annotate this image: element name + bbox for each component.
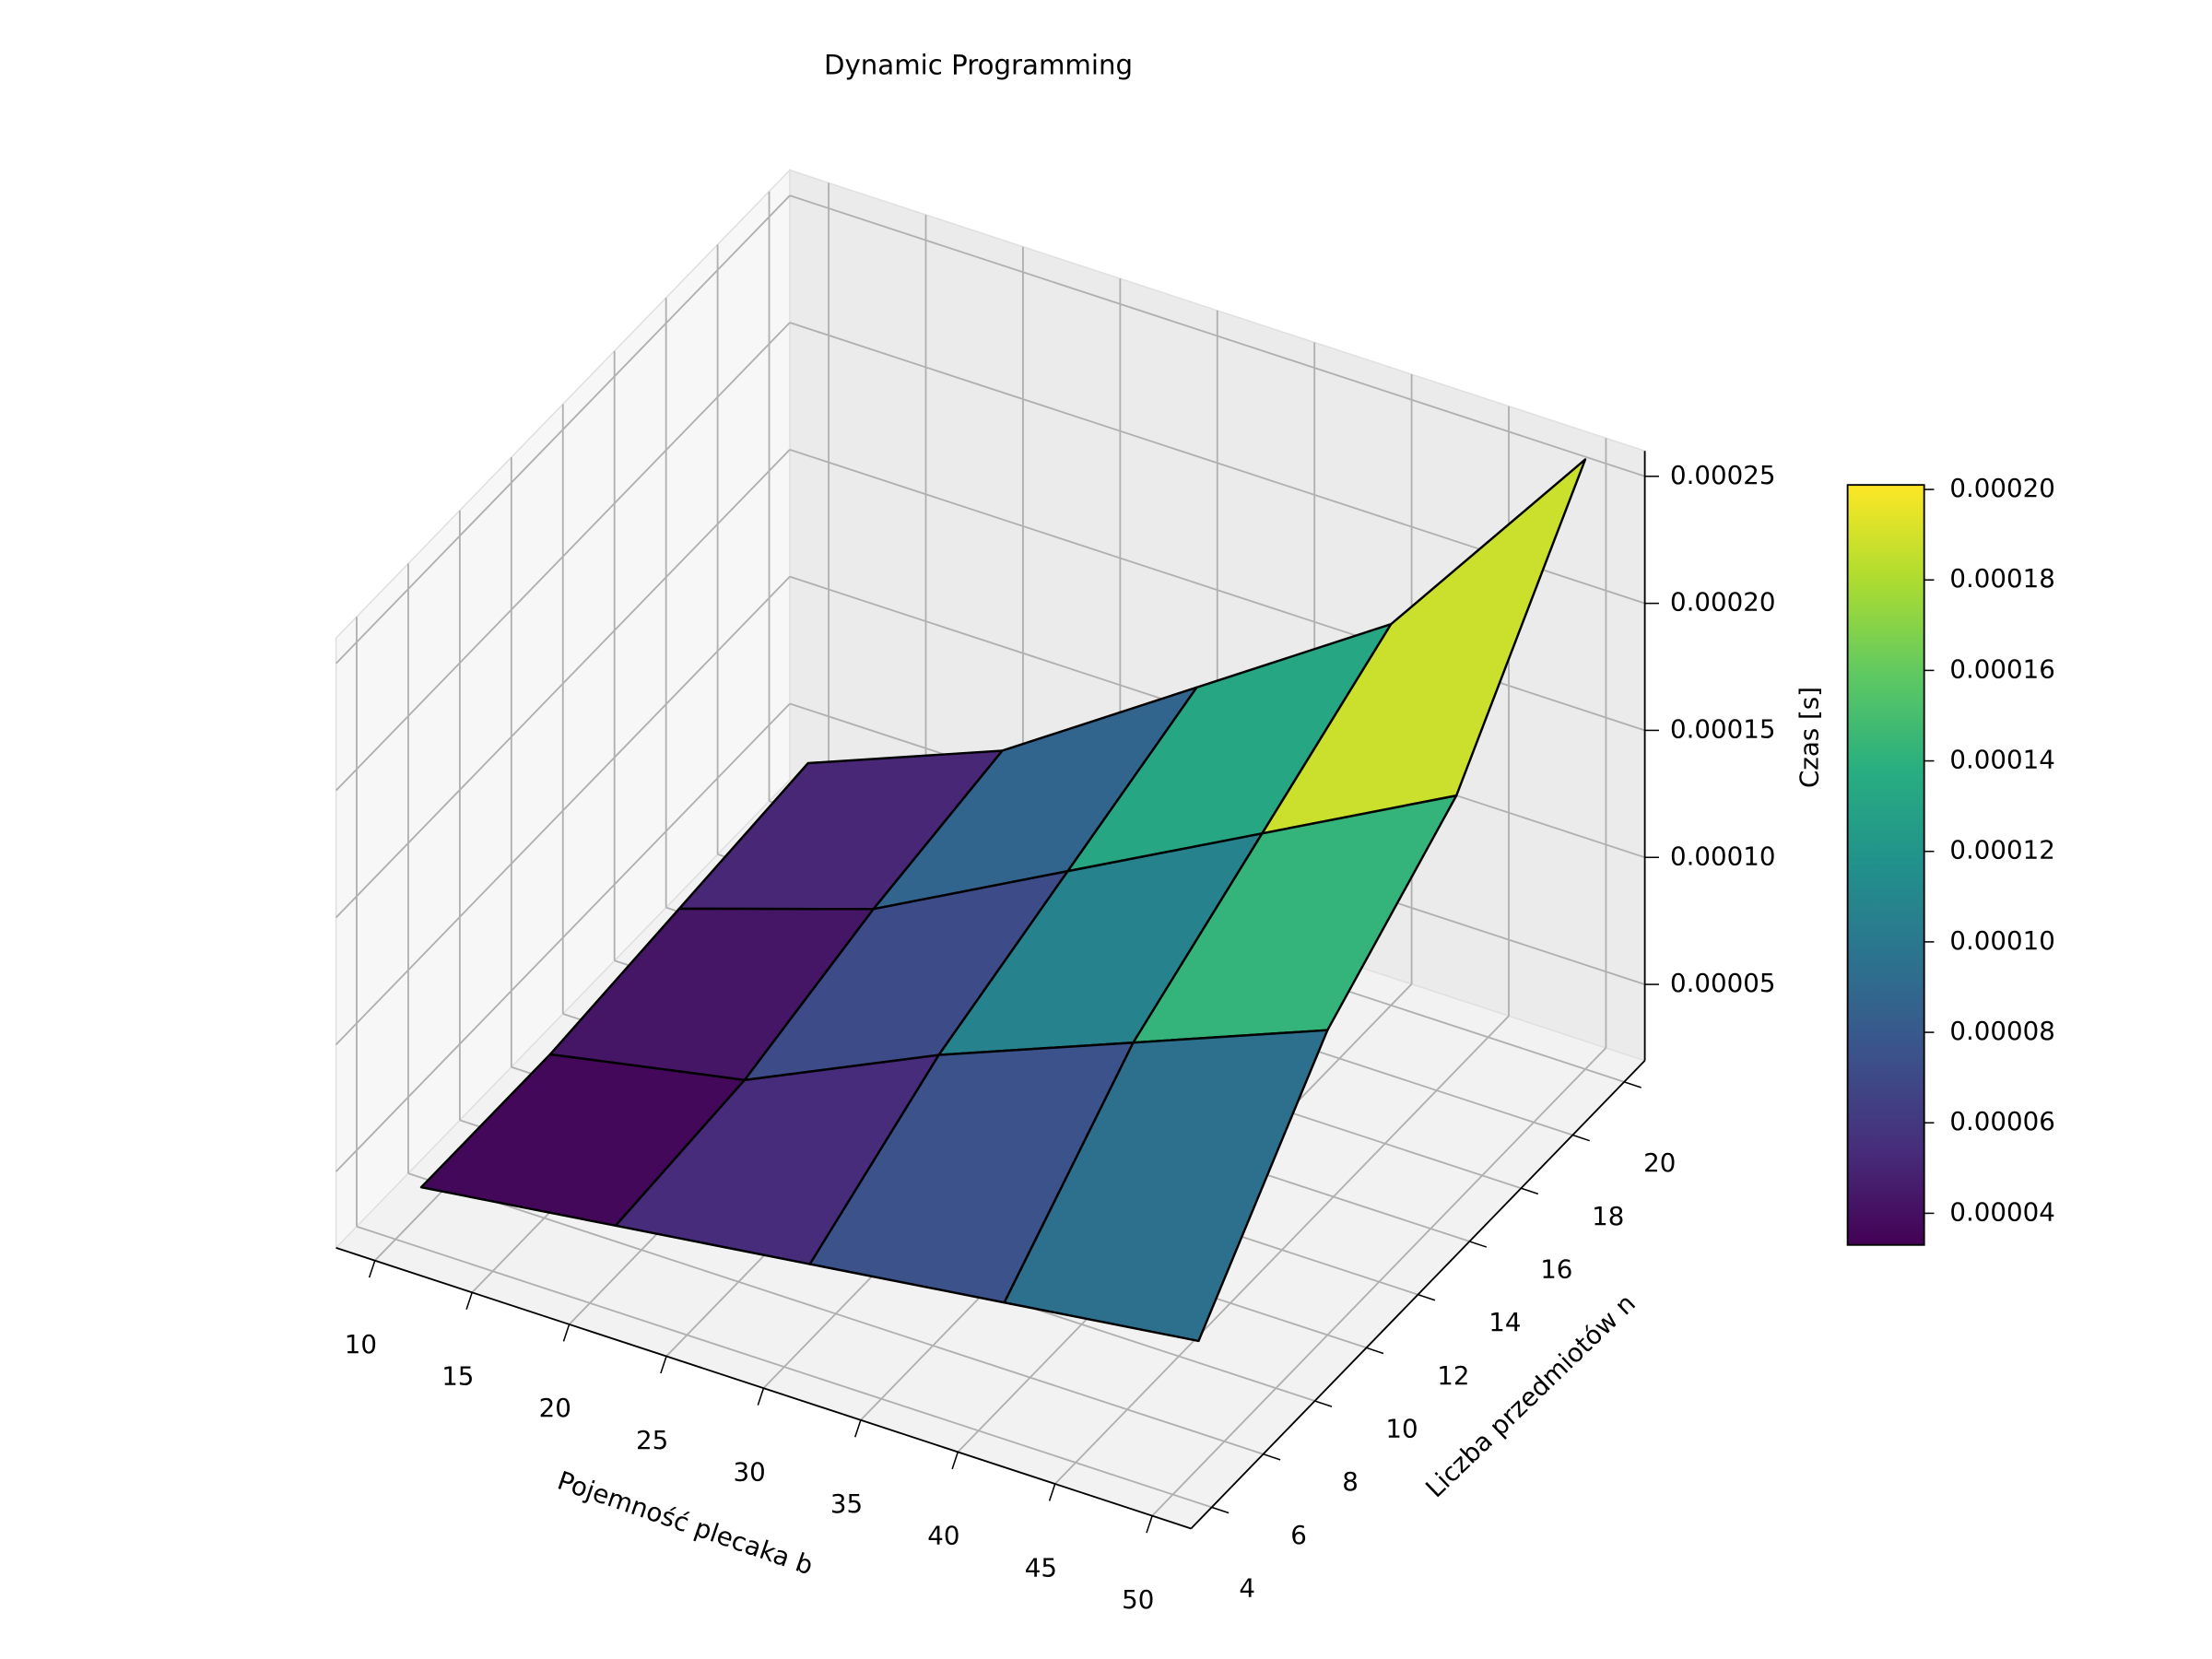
x-tick-label: 35 <box>830 1488 863 1519</box>
colorbar-tick-label: 0.00010 <box>1949 925 2055 956</box>
y-tick <box>1418 1293 1436 1301</box>
x-axis-label: Pojemność plecaka b <box>554 1465 818 1582</box>
x-tick-label: 25 <box>636 1425 668 1455</box>
grid-line <box>335 194 791 665</box>
x-tick <box>853 1419 862 1438</box>
z-tick-label: 0.00005 <box>1670 968 1776 998</box>
grid-line <box>335 702 791 1172</box>
x-tick <box>465 1292 473 1311</box>
colorbar-tick-label: 0.00016 <box>1949 653 2055 684</box>
y-tick <box>1623 1081 1641 1088</box>
x-tick <box>1048 1483 1056 1501</box>
x-tick <box>951 1452 959 1470</box>
colorbar-tick-label: 0.00014 <box>1949 745 2055 775</box>
y-tick <box>1314 1400 1333 1407</box>
z-tick-label: 0.00010 <box>1670 841 1776 871</box>
y-tick-label: 16 <box>1540 1253 1572 1284</box>
grid-line <box>789 194 1645 477</box>
grid-line <box>356 1225 1212 1509</box>
x-tick-label: 45 <box>1025 1552 1057 1583</box>
y-tick <box>1366 1347 1384 1355</box>
x-tick-label: 10 <box>345 1329 377 1359</box>
grid-line <box>407 1172 1264 1455</box>
colorbar <box>1846 484 1925 1246</box>
colorbar-tick-label: 0.00008 <box>1949 1016 2055 1046</box>
x-tick <box>368 1260 376 1278</box>
y-tick <box>1469 1241 1488 1248</box>
grid-line <box>789 448 1645 732</box>
y-tick <box>1263 1453 1281 1461</box>
x-tick-label: 40 <box>927 1521 959 1551</box>
y-tick-label: 12 <box>1437 1360 1469 1391</box>
z-tick-label: 0.00020 <box>1670 587 1776 618</box>
y-axis-label: Liczba przedmiotów n <box>1419 1288 1641 1503</box>
surface-face <box>1003 1029 1329 1343</box>
z-tick-label: 0.00025 <box>1670 460 1776 490</box>
x-tick-label: 30 <box>733 1456 765 1487</box>
colorbar-tick-label: 0.00004 <box>1949 1196 2055 1227</box>
colorbar-tick-label: 0.00018 <box>1949 563 2055 594</box>
y-tick-label: 10 <box>1385 1414 1418 1444</box>
x-tick-label: 50 <box>1122 1584 1154 1615</box>
x-tick <box>562 1324 571 1342</box>
chart-title: Dynamic Programming <box>824 49 1133 80</box>
x-tick <box>660 1356 667 1374</box>
x-axis <box>335 1246 1192 1530</box>
x-tick <box>757 1387 765 1406</box>
y-tick-label: 6 <box>1290 1520 1307 1550</box>
colorbar-tick-label: 0.00020 <box>1949 473 2055 503</box>
y-axis <box>1190 1060 1646 1530</box>
x-tick <box>1146 1515 1153 1534</box>
x-tick-label: 15 <box>441 1361 474 1392</box>
y-tick-label: 4 <box>1239 1573 1255 1604</box>
grid-line <box>335 449 791 919</box>
y-tick-label: 20 <box>1643 1147 1676 1178</box>
x-tick-label: 20 <box>539 1393 571 1423</box>
grid-line <box>335 322 791 792</box>
y-tick <box>1572 1134 1590 1142</box>
y-tick-label: 18 <box>1592 1201 1624 1231</box>
grid-line <box>335 575 791 1045</box>
colorbar-tick-label: 0.00006 <box>1949 1106 2055 1136</box>
z-axis-label: Czas [s] <box>1794 687 1825 788</box>
z-tick-label: 0.00015 <box>1670 713 1776 744</box>
y-tick-label: 8 <box>1342 1466 1359 1497</box>
y-tick <box>1211 1506 1230 1514</box>
colorbar-tick-label: 0.00012 <box>1949 835 2055 865</box>
y-tick-label: 14 <box>1488 1307 1521 1337</box>
y-tick <box>1521 1187 1539 1195</box>
